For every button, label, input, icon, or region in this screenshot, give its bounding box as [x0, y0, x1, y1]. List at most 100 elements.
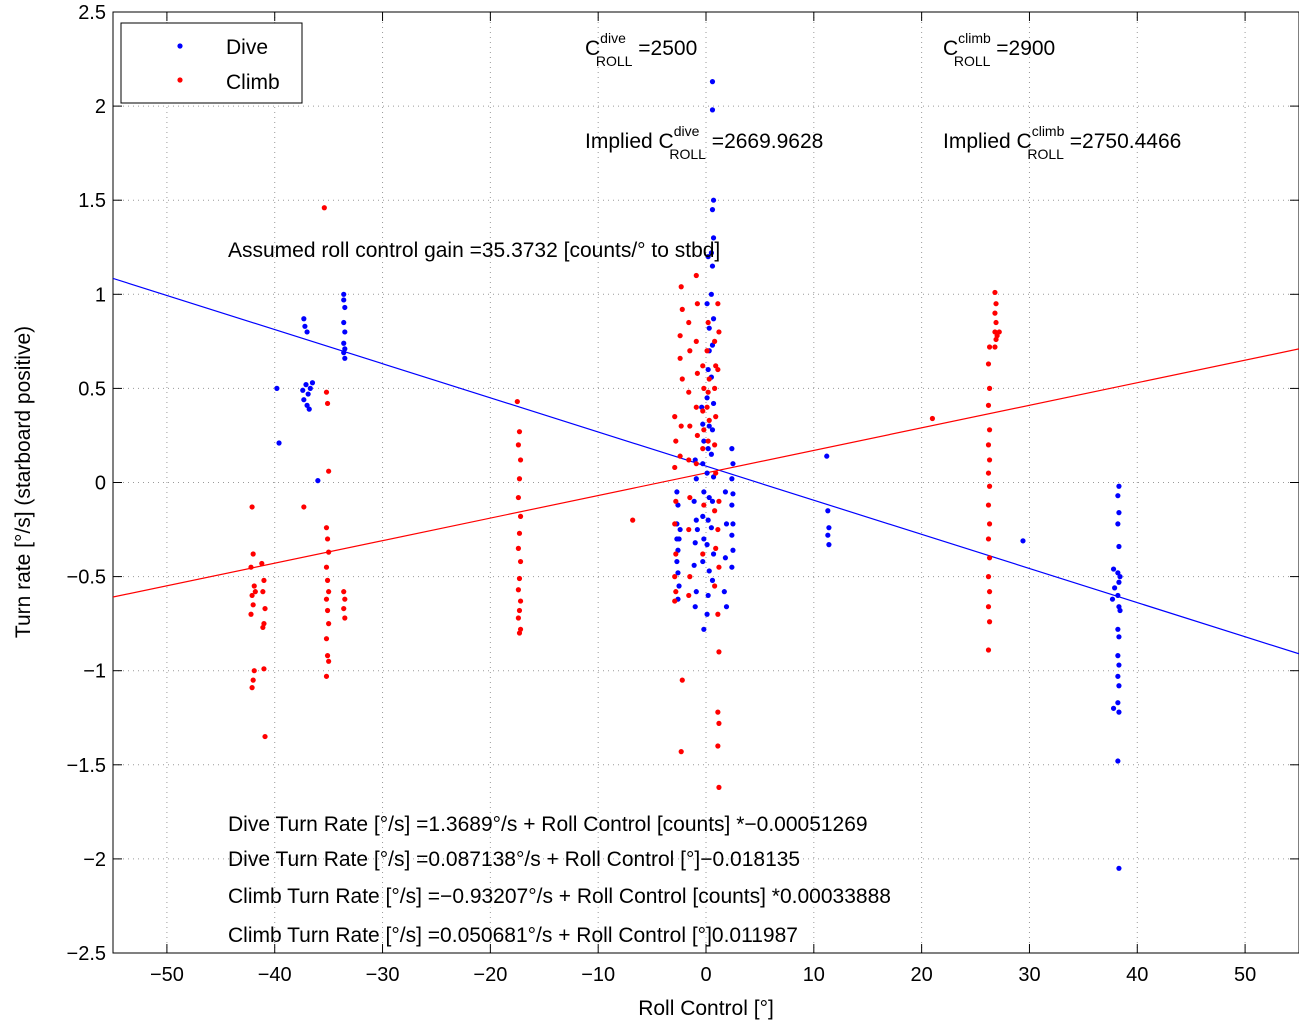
climb-point — [341, 605, 347, 612]
climb-point — [712, 338, 718, 344]
dive-point — [708, 451, 714, 457]
x-tick-labels: −50 −40 −30 −20 −10 0 10 20 30 40 50 — [150, 964, 1256, 986]
climb-point — [715, 526, 721, 533]
climb-point — [985, 442, 992, 448]
dive-point — [710, 197, 717, 203]
dive-point — [705, 446, 711, 452]
dive-point — [302, 323, 308, 329]
dive-point — [1115, 592, 1121, 599]
climb-point — [672, 464, 678, 471]
dive-fit-line — [113, 277, 1299, 655]
climb-point — [324, 400, 331, 407]
dive-point — [1020, 538, 1026, 544]
legend-dive-marker — [177, 43, 183, 49]
climb-point — [992, 289, 998, 296]
climb-point — [687, 574, 693, 580]
climb-point — [686, 319, 692, 326]
x-tick-label: 0 — [700, 964, 711, 986]
climb-point — [986, 555, 993, 561]
climb-point — [248, 611, 254, 617]
x-tick-label: 50 — [1234, 964, 1256, 986]
climb-point — [996, 329, 1002, 335]
climb-point — [249, 504, 255, 510]
dive-point — [1112, 585, 1118, 591]
climb-point — [705, 319, 711, 326]
x-axis-label: Roll Control [°] — [638, 997, 774, 1020]
dive-point — [306, 406, 312, 412]
climb-point — [985, 647, 992, 653]
climb-point — [993, 301, 999, 307]
dive-point — [706, 423, 712, 429]
climb-point — [261, 577, 267, 583]
dive-point — [705, 592, 711, 599]
dive-point — [341, 319, 347, 326]
dive-point — [1110, 566, 1117, 572]
dive-point — [700, 421, 706, 427]
dive-point — [1115, 493, 1121, 499]
climb-point — [324, 577, 331, 583]
y-tick-label: −0.5 — [67, 567, 106, 589]
climb-point — [324, 536, 331, 542]
dive-point — [708, 525, 714, 531]
dive-point — [723, 604, 730, 610]
dive-point — [341, 297, 347, 303]
climb-point — [716, 329, 722, 335]
dive-point — [692, 540, 698, 546]
climb-point — [716, 498, 722, 504]
dive-point — [709, 427, 716, 433]
climb-point — [687, 348, 693, 354]
climb-point — [673, 498, 679, 504]
climb-point — [262, 733, 268, 740]
climb-point — [515, 587, 521, 593]
y-tick-label: −1 — [83, 661, 106, 683]
climb-point — [705, 389, 711, 395]
x-tick-label: −50 — [150, 964, 184, 986]
dive-point — [710, 235, 717, 241]
x-tick-label: −20 — [473, 964, 507, 986]
climb-point — [712, 385, 718, 391]
climb-point — [326, 589, 332, 595]
climb-point — [713, 470, 719, 476]
dive-point — [704, 542, 710, 548]
climb-point — [712, 508, 718, 514]
x-tick-label: −30 — [366, 964, 400, 986]
dive-point — [309, 380, 316, 386]
climb-point — [985, 536, 992, 542]
climb-point — [262, 605, 268, 612]
climb-point — [679, 677, 685, 683]
dive-point — [303, 382, 309, 388]
dive-point — [1116, 865, 1122, 871]
climb-point — [693, 404, 699, 410]
climb-point — [700, 551, 706, 557]
dive-point — [691, 562, 697, 568]
dive-point — [1116, 709, 1122, 715]
x-tick-label: −10 — [581, 964, 615, 986]
data-points — [248, 79, 1123, 871]
dive-point — [1110, 705, 1117, 711]
climb-point — [341, 589, 347, 595]
dive-point — [305, 391, 311, 397]
climb-point — [992, 344, 998, 350]
climb-point — [517, 457, 524, 463]
climb-point — [630, 517, 636, 523]
climb-point — [516, 630, 523, 636]
climb-point — [678, 284, 684, 290]
climb-point — [514, 398, 520, 405]
climb-point — [994, 333, 1000, 339]
dive-point — [342, 304, 348, 311]
dive-point — [729, 502, 735, 508]
climb-point — [250, 602, 256, 608]
climb-point — [672, 521, 678, 527]
y-tick-label: 1.5 — [78, 190, 106, 212]
climb-point — [700, 446, 706, 452]
dive-point — [708, 250, 714, 256]
dive-degrees-equation: Dive Turn Rate [°/s] =0.087138°/s + Roll… — [228, 848, 800, 871]
dive-point — [1116, 483, 1122, 489]
climb-point — [326, 621, 332, 627]
climb-point — [323, 636, 330, 642]
climb-point — [993, 319, 999, 326]
dive-point — [730, 521, 736, 527]
climb-point — [324, 607, 331, 614]
climb-point — [342, 596, 348, 602]
